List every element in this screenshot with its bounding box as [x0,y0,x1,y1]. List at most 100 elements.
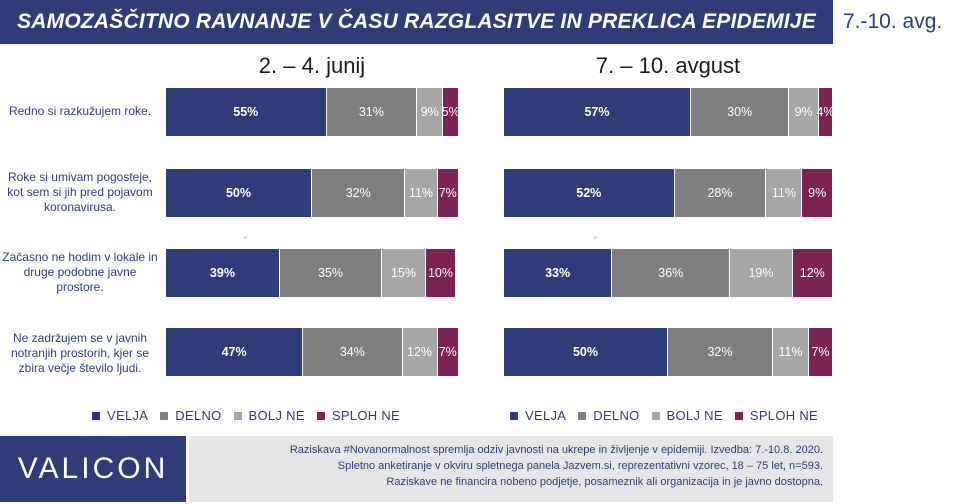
data-label: 19% [748,266,774,280]
footer-line: Raziskave ne financira nobeno podjetje, … [386,476,823,488]
date-tag: 7.-10. avg. [843,10,943,33]
bar-segment-velja: 39% [166,249,280,297]
legend: VELJA DELNO BOLJ NE SPLOH NE [92,408,412,423]
data-label: 36% [658,266,684,280]
legend-swatch [578,411,587,420]
panel-title: 2. – 4. junij [258,53,366,78]
data-label: 32% [707,345,733,359]
category-label: Začasno ne hodim v lokale in druge podob… [2,249,158,294]
bar-segment-sploh-ne: 9% [802,169,832,217]
legend-label: SPLOH NE [749,408,818,423]
data-label: 11% [778,345,803,359]
data-label: 5% [441,105,460,119]
data-label: 28% [707,186,733,200]
legend-item: SPLOH NE [316,408,400,423]
bar-segment-sploh-ne: 7% [437,169,458,217]
data-label: 32% [345,186,371,200]
title-bar: SAMOZAŠČITNO RAVNANJE V ČASU RAZGLASITVE… [0,0,833,44]
bar-row: 50% 32% 11% 7% [165,168,459,218]
data-label: 33% [545,266,571,280]
data-label: 57% [584,105,610,119]
bar-segment-delno: 32% [312,169,406,217]
chart-title: SAMOZAŠČITNO RAVNANJE V ČASU RAZGLASITVE… [17,10,816,33]
legend: VELJA DELNO BOLJ NE SPLOH NE [510,408,830,423]
legend-swatch [734,411,743,420]
decorative-dot [244,236,247,239]
legend-item: DELNO [160,408,221,423]
bar-segment-bolj-ne: 11% [772,328,810,376]
legend-item: VELJA [92,408,148,423]
legend-swatch [316,411,325,420]
data-label: 9% [808,186,827,200]
bar-segment-sploh-ne: 5% [441,88,460,136]
data-label: 50% [225,186,252,200]
panel-title: 7. – 10. avgust [595,53,741,78]
bar-segment-delno: 36% [612,249,731,297]
legend-item: BOLJ NE [651,408,723,423]
legend-swatch [92,411,100,420]
data-label: 47% [221,345,247,359]
bar-segment-delno: 30% [690,88,790,136]
data-label: 52% [576,186,602,200]
legend-swatch [233,411,242,420]
data-label: 31% [358,105,384,119]
logo-text: VALICON [17,452,169,485]
bar-segment-bolj-ne: 11% [766,169,803,217]
bar-row: 57% 30% 9% 4% [503,87,835,137]
bar-segment-bolj-ne: 12% [402,328,438,376]
bar-segment-sploh-ne: 7% [809,328,832,376]
bar-segment-velja: 47% [166,328,304,376]
bar-segment-delno: 35% [279,249,383,297]
data-label: 11% [771,186,796,200]
legend-item: DELNO [578,408,639,423]
data-label: 12% [799,266,825,280]
data-label: 35% [317,266,343,280]
bar-segment-sploh-ne: 12% [792,249,832,297]
data-label: 50% [572,345,599,359]
data-label: 10% [427,266,453,280]
bar-row: 47% 34% 12% 7% [165,327,459,377]
legend-label: SPLOH NE [331,408,400,423]
legend-item: VELJA [510,408,566,423]
legend-swatch [510,411,518,420]
bar-segment-velja: 55% [166,88,327,136]
bar-segment-delno: 31% [326,88,418,136]
legend-label: BOLJ NE [248,408,305,423]
valicon-logo: VALICON [0,436,186,502]
data-label: 7% [811,345,830,359]
data-label: 7% [438,345,457,359]
category-label: Ne zadržujem se v javnih notranjih prost… [10,330,150,375]
bar-segment-velja: 52% [504,169,675,217]
category-label: Redno si razkužujem roke. [8,103,152,118]
footer-line: Raziskava #Novanormalnost spremlja odziv… [289,444,823,456]
bar-segment-bolj-ne: 15% [382,249,426,297]
bar-row: 33% 36% 19% 12% [503,248,833,298]
bar-segment-bolj-ne: 9% [417,88,444,136]
data-label: 12% [407,345,433,359]
category-label: Roke si umivam pogosteje, kot sem si jih… [7,169,153,214]
data-label: 9% [420,105,439,119]
bar-row: 50% 32% 11% 7% [503,327,833,377]
legend-label: BOLJ NE [666,408,723,423]
legend-swatch [160,411,169,420]
decorative-dot [594,236,597,239]
bar-segment-delno: 34% [303,328,403,376]
data-label: 11% [408,186,434,200]
bar-segment-velja: 50% [504,328,668,376]
bar-segment-sploh-ne: 10% [425,249,456,297]
data-label: 7% [438,186,457,200]
bar-segment-bolj-ne: 11% [405,169,438,217]
bar-segment-bolj-ne: 19% [730,249,793,297]
data-label: 9% [794,105,813,119]
data-label: 4% [816,105,835,119]
bar-row: 55% 31% 9% 5% [165,87,460,137]
data-label: 15% [390,266,416,280]
legend-label: VELJA [107,408,149,423]
legend-label: DELNO [175,408,222,423]
legend-item: SPLOH NE [734,408,818,423]
legend-swatch [651,411,660,420]
data-label: 34% [339,345,365,359]
bar-segment-velja: 50% [166,169,312,217]
bar-segment-sploh-ne: 4% [816,88,835,136]
bar-segment-velja: 57% [504,88,691,136]
